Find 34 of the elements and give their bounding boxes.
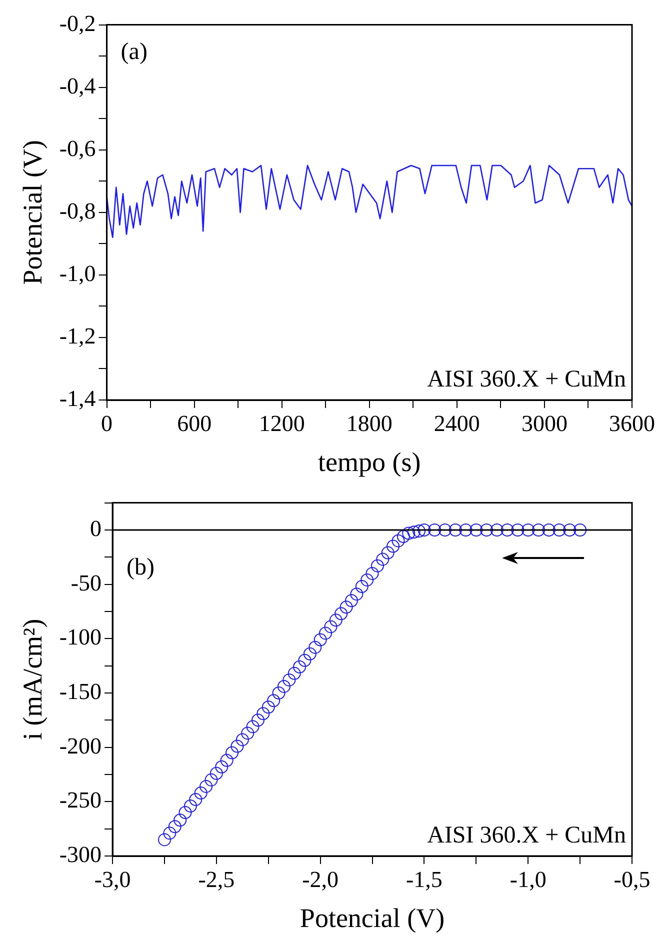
x-tick-label: 3000 [521, 410, 568, 436]
x-tick-label: -0,5 [614, 866, 650, 892]
y-tick-label: -1,0 [59, 260, 96, 286]
y-tick-label: -1,4 [59, 386, 96, 412]
y-axis-title: i (mA/cm²) [17, 618, 48, 740]
y-tick-label: -200 [59, 733, 102, 758]
annotation: AISI 360.X + CuMn [427, 366, 626, 392]
x-tick-label: 3600 [609, 410, 655, 436]
x-tick-label: 1200 [258, 410, 305, 436]
x-tick-label: 600 [177, 410, 212, 436]
y-tick-label: -300 [59, 842, 102, 868]
y-tick-label: -0,6 [59, 136, 96, 161]
y-tick-label: -1,2 [59, 324, 96, 349]
y-axis-title: Potencial (V) [17, 140, 48, 285]
y-tick-label: -0,2 [59, 10, 96, 36]
x-tick-label: -3,0 [94, 866, 131, 892]
y-tick-label: -100 [59, 624, 102, 650]
y-tick-label: -250 [59, 788, 102, 813]
x-axis-title: tempo (s) [318, 446, 421, 477]
y-tick-label: -0,8 [59, 198, 96, 224]
y-tick-label: -50 [70, 570, 102, 596]
annotation: AISI 360.X + CuMn [427, 822, 626, 848]
x-tick-label: 2400 [434, 410, 480, 436]
x-tick-label: -1,5 [406, 866, 442, 892]
x-tick-label: 1800 [346, 410, 392, 436]
annotation: (a) [120, 39, 148, 66]
x-tick-label: -1,0 [510, 866, 546, 892]
y-tick-label: -0,4 [59, 73, 96, 98]
x-tick-label: -2,5 [198, 866, 235, 892]
y-tick-label: -150 [59, 679, 102, 704]
x-axis-title: Potencial (V) [300, 902, 445, 933]
x-tick-label: -2,0 [302, 866, 339, 892]
annotation: (b) [126, 554, 155, 580]
y-tick-label: 0 [90, 516, 102, 542]
